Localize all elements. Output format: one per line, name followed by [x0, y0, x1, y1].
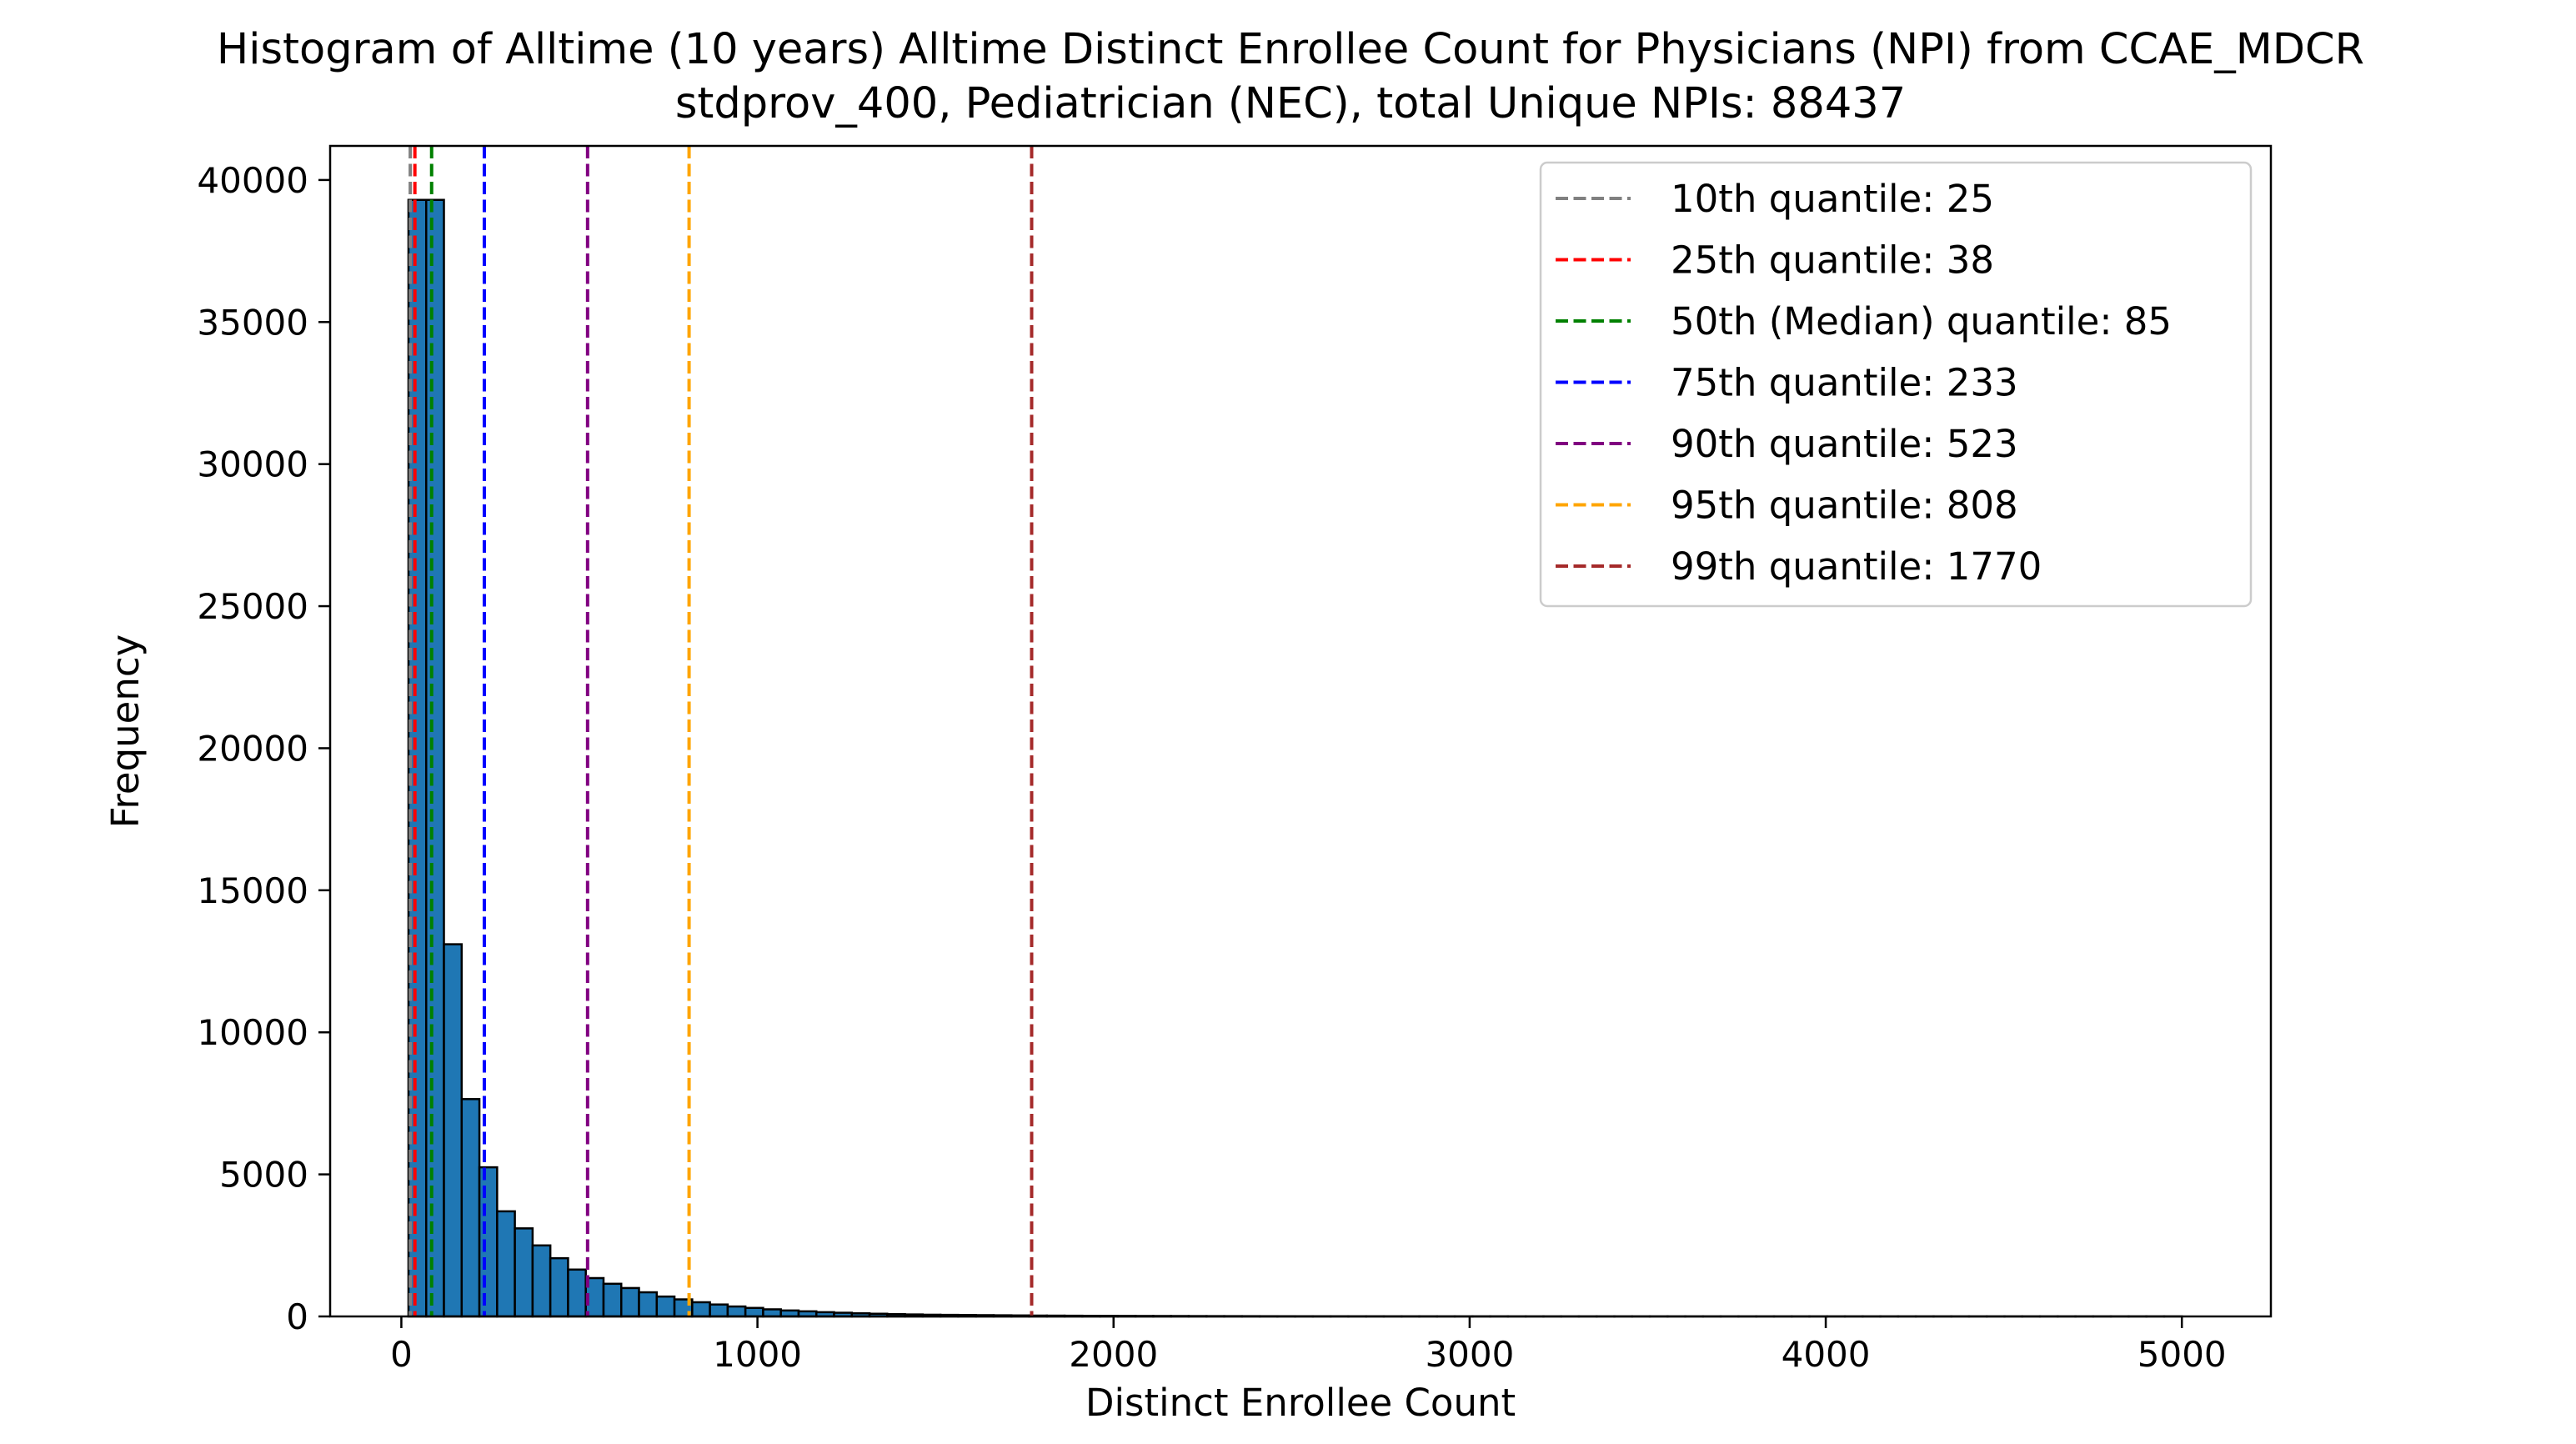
quantile-lines — [408, 146, 1034, 1316]
chart-title-line-2: stdprov_400, Pediatrician (NEC), total U… — [675, 79, 1906, 128]
x-tick-label: 5000 — [2137, 1334, 2227, 1375]
y-tick-label: 15000 — [197, 870, 308, 911]
legend-label: 25th quantile: 38 — [1671, 238, 1994, 283]
histogram-bar — [514, 1227, 534, 1318]
plot-area-frame — [328, 144, 2273, 1318]
y-tick-label: 40000 — [197, 160, 308, 201]
y-tick-label: 25000 — [197, 586, 308, 627]
legend: 10th quantile: 25 25th quantile: 38 50th (… — [1539, 161, 2253, 608]
histogram-bar — [619, 1286, 640, 1318]
histogram-bar — [531, 1244, 552, 1318]
y-axis-label: Frequency — [103, 634, 148, 828]
legend-entry: 95th quantile: 808 — [1556, 484, 2018, 528]
x-axis-ticks: 0 1000 2000 3000 4000 5000 — [390, 1316, 2227, 1375]
y-tick-label: 35000 — [197, 302, 308, 343]
legend-entry: 99th quantile: 1770 — [1556, 544, 2042, 589]
legend-entry: 90th quantile: 523 — [1556, 422, 2018, 466]
histogram-bar — [443, 943, 464, 1318]
y-axis-ticks: 0 5000 10000 15000 20000 25000 30000 35000 40000 — [197, 160, 330, 1337]
histogram-bar — [549, 1256, 569, 1318]
histogram-bar — [425, 198, 445, 1318]
x-tick-label: 3000 — [1425, 1334, 1514, 1375]
y-tick-label: 20000 — [197, 728, 308, 769]
histogram-bar — [709, 1303, 729, 1318]
legend-label: 75th quantile: 233 — [1671, 361, 2018, 405]
legend-label: 95th quantile: 808 — [1671, 484, 2018, 528]
histogram-bar — [567, 1268, 587, 1318]
histogram-bar — [744, 1306, 764, 1318]
histogram-bar — [460, 1098, 481, 1318]
legend-label: 99th quantile: 1770 — [1671, 544, 2042, 589]
chart-title-line-1: Histogram of Alltime (10 years) Alltime … — [217, 25, 2364, 74]
legend-box — [1539, 161, 2253, 608]
x-axis-label: Distinct Enrollee Count — [1085, 1381, 1516, 1425]
histogram-bar — [691, 1301, 711, 1318]
legend-items: 10th quantile: 25 25th quantile: 38 50th (… — [1556, 177, 2172, 589]
legend-label: 10th quantile: 25 — [1671, 177, 1994, 221]
x-tick-label: 2000 — [1069, 1334, 1158, 1375]
histogram-bar — [602, 1282, 623, 1318]
x-tick-label: 1000 — [713, 1334, 802, 1375]
legend-entry: 10th quantile: 25 — [1556, 177, 1994, 221]
histogram-bar — [655, 1295, 676, 1318]
histogram-bar — [496, 1210, 516, 1318]
histogram-bar — [638, 1291, 659, 1318]
x-tick-label: 4000 — [1782, 1334, 1871, 1375]
y-tick-label: 5000 — [219, 1155, 308, 1196]
legend-entry: 75th quantile: 233 — [1556, 361, 2018, 405]
legend-entry: 25th quantile: 38 — [1556, 238, 1994, 283]
y-tick-label: 10000 — [197, 1012, 308, 1053]
histogram-bar — [726, 1305, 747, 1318]
legend-label: 50th (Median) quantile: 85 — [1671, 299, 2172, 343]
legend-label: 90th quantile: 523 — [1671, 422, 2018, 466]
histogram-bar — [478, 1166, 499, 1318]
y-tick-label: 0 — [286, 1296, 308, 1337]
histogram-bar — [762, 1308, 782, 1318]
x-tick-label: 0 — [390, 1334, 413, 1375]
legend-entry: 50th (Median) quantile: 85 — [1556, 299, 2172, 343]
y-tick-label: 30000 — [197, 444, 308, 485]
